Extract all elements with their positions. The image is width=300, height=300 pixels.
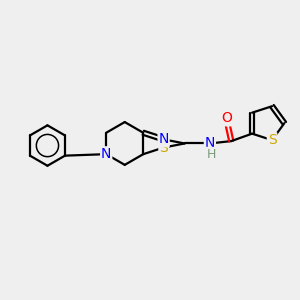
Text: S: S [159, 140, 168, 154]
Text: N: N [205, 136, 215, 151]
Text: N: N [101, 147, 111, 161]
Text: O: O [221, 112, 232, 125]
Text: S: S [268, 133, 276, 147]
Text: H: H [207, 148, 216, 161]
Text: N: N [158, 132, 169, 146]
